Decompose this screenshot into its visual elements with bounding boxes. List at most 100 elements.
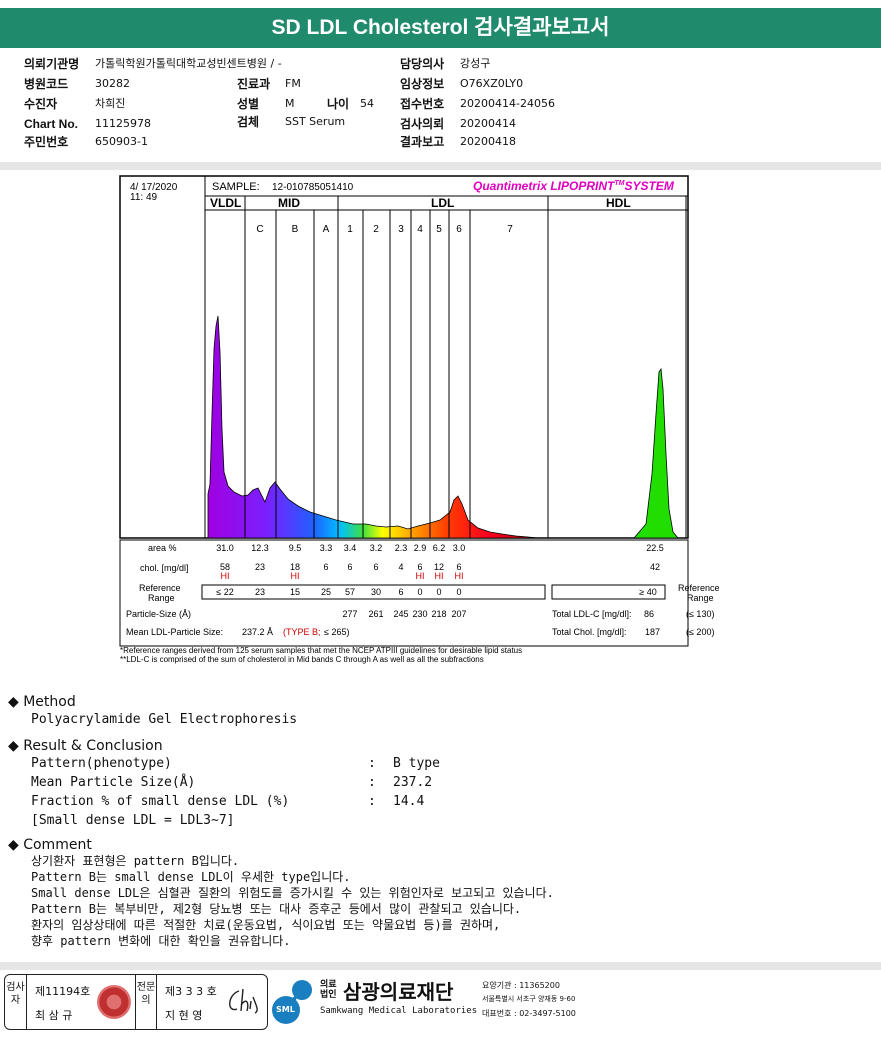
mean-size-type: (TYPE B; (283, 627, 321, 637)
particle-cell: 230 (412, 609, 427, 619)
chart-date: 4/ 17/2020 (130, 182, 178, 193)
request-date-value: 20200414 (460, 117, 516, 130)
receipt-no-label: 접수번호 (400, 97, 445, 111)
hi-flag: HI (221, 571, 230, 581)
method-section: ◆ Method Polyacrylamide Gel Electrophore… (8, 694, 297, 729)
sex-label: 성별 (237, 97, 260, 111)
method-heading: ◆ Method (8, 694, 76, 710)
comment-lines: 상기환자 표현형은 pattern B입니다. Pattern B는 small… (31, 853, 554, 949)
resident-no-value: 650903-1 (95, 135, 148, 148)
resident-no-label: 주민번호 (24, 135, 69, 149)
total-chol-value: 187 (645, 627, 660, 637)
hospital-code-value: 30282 (95, 77, 130, 90)
hdl-ref-range-box (551, 584, 666, 600)
band-label: B (292, 224, 299, 235)
doctor-label: 담당의사 (400, 57, 445, 71)
area-cell: 3.3 (320, 543, 333, 553)
group-label-ldl: LDL (431, 196, 454, 210)
group-label-vldl: VLDL (210, 196, 241, 210)
band-label: 2 (373, 224, 379, 235)
result-row-colon: : (368, 794, 376, 809)
band-label: 3 (398, 224, 404, 235)
institution-label: 의뢰기관명 (24, 57, 80, 71)
ref-cell: ≥ 40 (639, 587, 656, 597)
area-row-label: area % (148, 543, 177, 553)
ref-range-box (201, 584, 546, 600)
method-text: Polyacrylamide Gel Electrophoresis (31, 712, 298, 727)
chol-cell: 6 (347, 562, 352, 572)
ref-row-label: Reference (139, 583, 181, 593)
hdl-profile-area (633, 367, 679, 539)
table-frame (119, 539, 689, 647)
group-labels: VLDL MID LDL HDL (210, 196, 631, 210)
particle-row-label: Particle-Size (Å) (126, 609, 191, 619)
area-cell: 3.4 (344, 543, 357, 553)
result-rows: Pattern(phenotype) : B type Mean Particl… (31, 754, 481, 830)
org-block: SML 의료 법인 삼광의료재단 Samkwang Medical Laborat… (272, 974, 602, 1030)
chol-cell: 6 (373, 562, 378, 572)
ldl-profile-area (207, 315, 539, 539)
particle-cell: 218 (431, 609, 446, 619)
org-address: 서울특별시 서초구 양재동 9-60 (482, 995, 576, 1003)
org-name: 삼광의료재단 (343, 980, 454, 1004)
hi-flag: HI (291, 571, 300, 581)
result-row-value: 237.2 (393, 775, 433, 790)
comment-line: 상기환자 표현형은 pattern B입니다. (31, 854, 240, 868)
org-english: Samkwang Medical Laboratories (320, 1006, 478, 1016)
hi-flag: HI (455, 571, 464, 581)
ref-cell: 15 (290, 587, 300, 597)
comment-line: 향후 pattern 변화에 대한 확인을 권유합니다. (31, 934, 291, 948)
doctor-value: 강성구 (460, 57, 491, 70)
chol-cell: 42 (650, 562, 660, 572)
result-row-label: Mean Particle Size(Å) (31, 775, 196, 790)
particle-cell: 245 (393, 609, 408, 619)
band-labels: C B A 1 2 3 4 5 6 7 (256, 224, 513, 235)
hi-flag: HI (416, 571, 425, 581)
total-ldl-value: 86 (644, 609, 654, 619)
area-cell: 2.3 (395, 543, 408, 553)
area-cell: 3.2 (370, 543, 383, 553)
chol-cell: 6 (456, 562, 461, 572)
ref-row-label-right: Range (687, 593, 714, 603)
age-value: 54 (360, 97, 374, 110)
ref-cell: ≤ 22 (216, 587, 233, 597)
group-label-mid: MID (278, 196, 300, 210)
ref-cell: 30 (371, 587, 381, 597)
chart-no-label: Chart No. (24, 117, 78, 131)
band-label: C (256, 224, 263, 235)
ref-row-label: Range (148, 593, 175, 603)
examiner-no: 제11194호 (35, 985, 91, 998)
receipt-no-value: 20200414-24056 (460, 97, 555, 110)
clinical-info-value: O76XZ0LY0 (460, 77, 524, 90)
section-divider (0, 162, 881, 170)
ref-cell: 57 (345, 587, 355, 597)
report-date-value: 20200418 (460, 135, 516, 148)
sml-logo-text: SML (276, 1005, 295, 1014)
system-name: Quantimetrix LIPOPRINTTMSYSTEM (473, 179, 675, 193)
age-label: 나이 (327, 97, 350, 111)
signature-icon (229, 988, 258, 1014)
result-row-label: Pattern(phenotype) (31, 756, 172, 771)
specialist-no: 제3 3 3 호 (165, 985, 217, 998)
patient-value: 차희진 (95, 97, 126, 110)
area-cell: 12.3 (251, 543, 269, 553)
report-title: SD LDL Cholesterol 검사결과보고서 (0, 8, 881, 48)
particle-cell: 207 (451, 609, 466, 619)
area-cell: 2.9 (414, 543, 427, 553)
examiner-label: 검사자 (5, 975, 27, 1029)
particle-cell: 277 (342, 609, 357, 619)
total-ldl-ref: (≤ 130) (686, 609, 714, 619)
result-row-value: B type (393, 756, 440, 771)
sml-logo-icon (272, 980, 312, 1024)
footnote: **LDL-C is comprised of the sum of chole… (120, 655, 484, 664)
result-row: Fraction % of small dense LDL (%) : 14.4 (31, 792, 481, 811)
group-label-hdl: HDL (606, 196, 631, 210)
result-note: [Small dense LDL = LDL3~7] (31, 813, 235, 828)
mean-size-value: 237.2 Å (242, 627, 273, 637)
band-label: 4 (417, 224, 423, 235)
result-row: Mean Particle Size(Å) : 237.2 (31, 773, 481, 792)
area-cell: 22.5 (646, 543, 664, 553)
footer-divider (0, 962, 881, 970)
department-value: FM (285, 77, 301, 90)
row-labels: area % chol. [mg/dl] Reference Range Ref… (126, 543, 720, 637)
